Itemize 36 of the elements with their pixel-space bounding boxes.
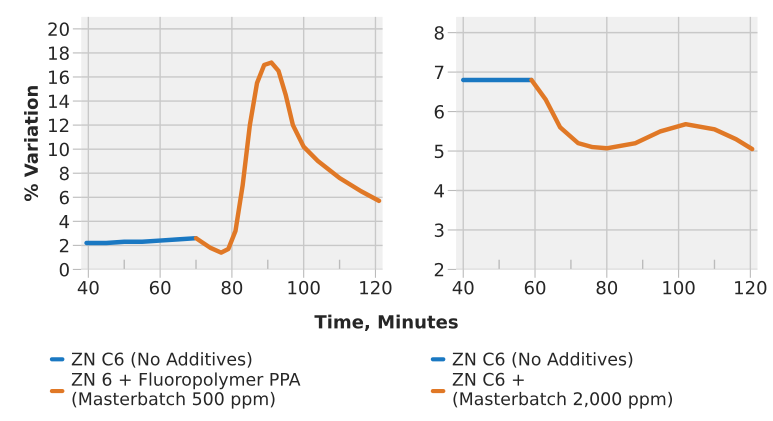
x-tick-label: 60: [150, 280, 170, 295]
y-tick-label: 4: [434, 184, 444, 198]
y-tick-label: 4: [59, 215, 70, 228]
y-tick-label: 7: [434, 66, 444, 79]
y-tick-label: 16: [49, 70, 69, 84]
y-tick-label: 12: [49, 118, 68, 132]
x-tick-label: 120: [360, 280, 392, 295]
y-tick-label: 18: [49, 46, 69, 60]
y-tick-label: 5: [434, 144, 444, 158]
y-tick-label: 14: [49, 94, 70, 108]
x-tick-label: 80: [596, 280, 618, 295]
y-tick-label: 0: [60, 262, 69, 277]
y-tick-label: 6: [60, 190, 69, 204]
x-tick-label: 100: [288, 280, 320, 295]
x-tick-label: 40: [78, 280, 99, 295]
x-tick-label: 80: [222, 280, 242, 295]
x-tick-label: 100: [663, 280, 695, 295]
y-tick-label: 2: [434, 262, 444, 276]
x-tick-label: 60: [524, 280, 546, 295]
y-tick-label: 6: [434, 105, 444, 119]
legend-label: ZN C6 + (Masterbatch 2,000 ppm): [452, 372, 672, 409]
y-tick-label: 8: [434, 26, 444, 40]
y-axis-title: % Variation: [24, 86, 38, 202]
y-tick-label: 2: [60, 238, 68, 252]
y-tick-label: 8: [60, 166, 69, 180]
y-tick-label: 10: [49, 142, 69, 156]
legend-label: ZN C6 (No Additives): [72, 352, 252, 368]
legend-label: ZN 6 + Fluoropolymer PPA (Masterbatch 500 ppm): [72, 372, 300, 409]
line-series: [194, 60, 382, 255]
line-series: [529, 78, 754, 152]
y-tick-label: 3: [434, 223, 444, 238]
x-tick-label: 120: [735, 280, 766, 295]
legend-label: ZN C6 (No Additives): [452, 352, 632, 368]
y-tick-label: 20: [48, 22, 69, 36]
x-axis-title: Time, Minutes: [314, 314, 458, 331]
x-tick-label: 40: [452, 280, 474, 295]
